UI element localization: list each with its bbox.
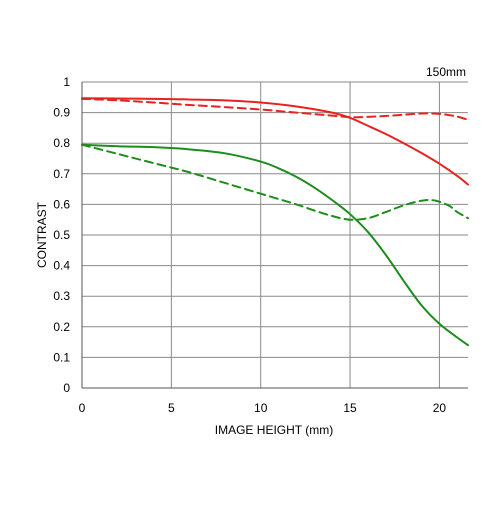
y-tick-label: 0.5: [53, 228, 70, 242]
chart-annotation: 150mm: [426, 65, 466, 79]
grid-layer: [82, 81, 468, 389]
y-tick-label: 0.6: [53, 197, 70, 211]
x-axis-label: IMAGE HEIGHT (mm): [215, 423, 333, 437]
y-axis-label: CONTRAST: [35, 201, 49, 268]
x-tick-label: 10: [254, 401, 268, 415]
y-tick-label: 0.9: [53, 106, 70, 120]
x-tick-labels: 0 5 10 15 20: [79, 401, 447, 415]
y-tick-label: 0.1: [53, 350, 70, 364]
red-dashed-series-line: [81, 97, 469, 121]
frame-layer: [81, 82, 468, 389]
red-solid-series-line: [81, 97, 469, 186]
y-tick-label: 0.3: [53, 289, 70, 303]
x-tick-label: 0: [79, 401, 86, 415]
y-tick-label: 0.4: [53, 259, 70, 273]
x-tick-label: 15: [343, 401, 357, 415]
x-tick-label: 20: [433, 401, 447, 415]
y-tick-label: 0.7: [53, 167, 70, 181]
y-tick-labels: 0 0.1 0.2 0.3 0.4 0.5 0.6 0.7 0.8 0.9 1: [53, 75, 70, 395]
y-tick-label: 0.8: [53, 136, 70, 150]
green-dashed-series-line: [81, 143, 469, 221]
x-tick-label: 5: [168, 401, 175, 415]
green-solid-series-line: [81, 143, 469, 347]
series-layer: [81, 97, 469, 347]
y-tick-label: 1: [63, 75, 70, 89]
y-tick-label: 0.2: [53, 320, 70, 334]
y-tick-label: 0: [63, 381, 70, 395]
